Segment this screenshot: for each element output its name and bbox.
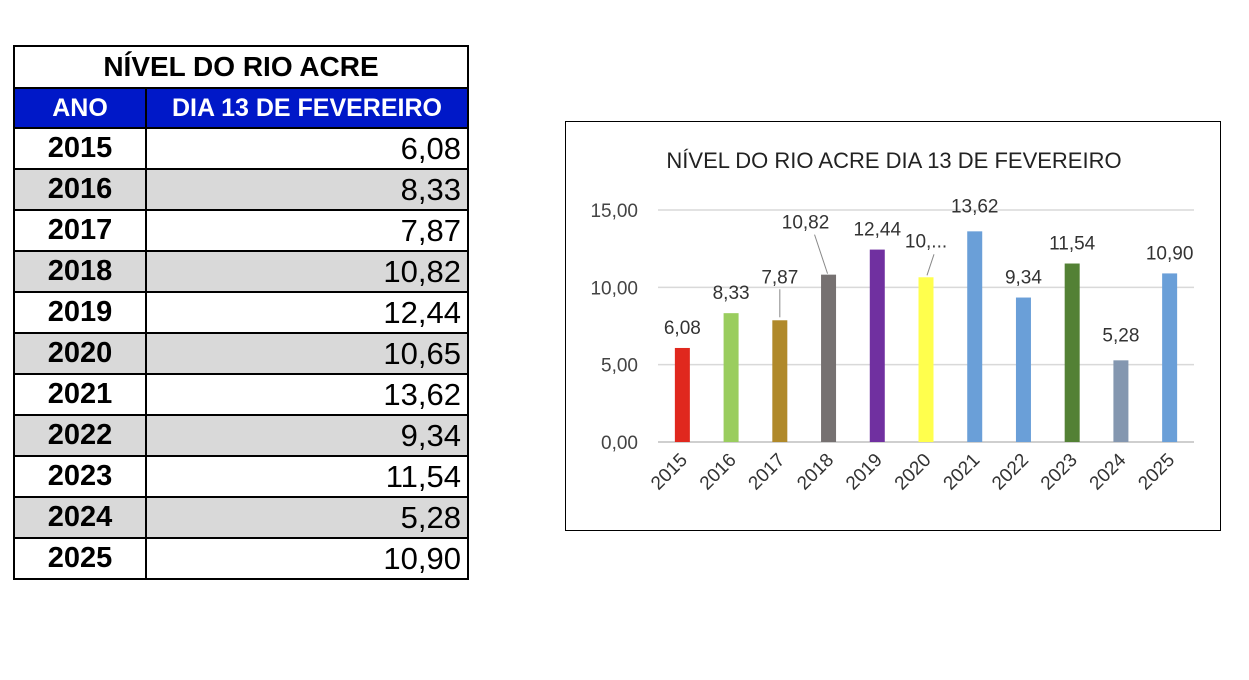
- value-cell: 5,28: [145, 496, 469, 539]
- value-cell: 10,82: [145, 250, 469, 293]
- bar: [1015, 297, 1031, 442]
- bar: [772, 320, 788, 442]
- year-column-header: ANO: [13, 87, 147, 129]
- table-row: 2016 8,33: [13, 168, 469, 211]
- table-row: 2025 10,90: [13, 537, 469, 580]
- year-cell: 2021: [13, 373, 147, 416]
- data-label: 13,62: [951, 196, 999, 217]
- year-cell: 2017: [13, 209, 147, 252]
- chart-panel: NÍVEL DO RIO ACRE DIA 13 DE FEVEREIRO 0,…: [565, 121, 1221, 531]
- data-label: 6,08: [664, 318, 701, 339]
- value-cell: 7,87: [145, 209, 469, 252]
- bar: [1113, 360, 1129, 442]
- table-body: 2015 6,08 2016 8,33 2017 7,87 2018 10,82 2019 12,…: [13, 127, 469, 580]
- value-cell: 11,54: [145, 455, 469, 498]
- table-row: 2022 9,34: [13, 414, 469, 457]
- table-row: 2018 10,82: [13, 250, 469, 293]
- river-level-table: NÍVEL DO RIO ACRE ANO DIA 13 DE FEVEREIR…: [13, 45, 469, 580]
- x-tick-label: 2016: [696, 450, 741, 495]
- value-cell: 8,33: [145, 168, 469, 211]
- table-row: 2023 11,54: [13, 455, 469, 498]
- value-cell: 12,44: [145, 291, 469, 334]
- year-cell: 2025: [13, 537, 147, 580]
- x-tick-label: 2017: [745, 450, 790, 495]
- data-label: 10,90: [1146, 243, 1194, 264]
- value-column-header: DIA 13 DE FEVEREIRO: [145, 87, 469, 129]
- chart-title: NÍVEL DO RIO ACRE DIA 13 DE FEVEREIRO: [666, 148, 1121, 173]
- table-row: 2015 6,08: [13, 127, 469, 170]
- value-cell: 9,34: [145, 414, 469, 457]
- bar: [869, 249, 885, 442]
- x-tick-label: 2019: [842, 450, 887, 495]
- table-row: 2020 10,65: [13, 332, 469, 375]
- leader-line: [926, 254, 935, 276]
- x-tick-label: 2018: [793, 450, 838, 495]
- value-cell: 6,08: [145, 127, 469, 170]
- table-title: NÍVEL DO RIO ACRE: [13, 45, 469, 89]
- data-label: 7,87: [761, 267, 798, 288]
- year-cell: 2020: [13, 332, 147, 375]
- bar: [918, 277, 934, 442]
- year-cell: 2024: [13, 496, 147, 539]
- x-tick-label: 2020: [891, 450, 936, 495]
- y-tick-label: 5,00: [601, 356, 638, 377]
- table-row: 2021 13,62: [13, 373, 469, 416]
- y-tick-label: 0,00: [601, 433, 638, 454]
- data-label: 5,28: [1102, 325, 1139, 346]
- value-cell: 13,62: [145, 373, 469, 416]
- data-label: 10,82: [782, 213, 830, 234]
- value-cell: 10,90: [145, 537, 469, 580]
- leader-line: [814, 234, 829, 274]
- bar-chart: NÍVEL DO RIO ACRE DIA 13 DE FEVEREIRO 0,…: [590, 148, 1194, 495]
- table-row: 2017 7,87: [13, 209, 469, 252]
- bar: [674, 347, 690, 442]
- year-cell: 2016: [13, 168, 147, 211]
- year-cell: 2023: [13, 455, 147, 498]
- x-tick-label: 2025: [1134, 450, 1179, 495]
- y-tick-label: 10,00: [590, 278, 638, 299]
- data-label: 10,...: [905, 231, 947, 252]
- bar: [821, 274, 837, 442]
- x-tick-label: 2023: [1037, 450, 1082, 495]
- year-cell: 2019: [13, 291, 147, 334]
- x-tick-label: 2024: [1086, 449, 1131, 494]
- year-cell: 2018: [13, 250, 147, 293]
- x-tick-label: 2021: [940, 450, 985, 495]
- table-row: 2019 12,44: [13, 291, 469, 334]
- bar: [1064, 263, 1080, 442]
- bar: [1162, 273, 1178, 442]
- data-label: 9,34: [1005, 268, 1042, 289]
- year-cell: 2022: [13, 414, 147, 457]
- data-label: 12,44: [853, 220, 901, 241]
- data-label: 11,54: [1049, 234, 1096, 255]
- data-label: 8,33: [713, 283, 750, 304]
- y-tick-label: 15,00: [590, 201, 638, 222]
- bar: [967, 231, 983, 442]
- x-tick-label: 2015: [647, 450, 692, 495]
- year-cell: 2015: [13, 127, 147, 170]
- x-tick-label: 2022: [988, 450, 1033, 495]
- bar: [723, 313, 739, 442]
- table-row: 2024 5,28: [13, 496, 469, 539]
- value-cell: 10,65: [145, 332, 469, 375]
